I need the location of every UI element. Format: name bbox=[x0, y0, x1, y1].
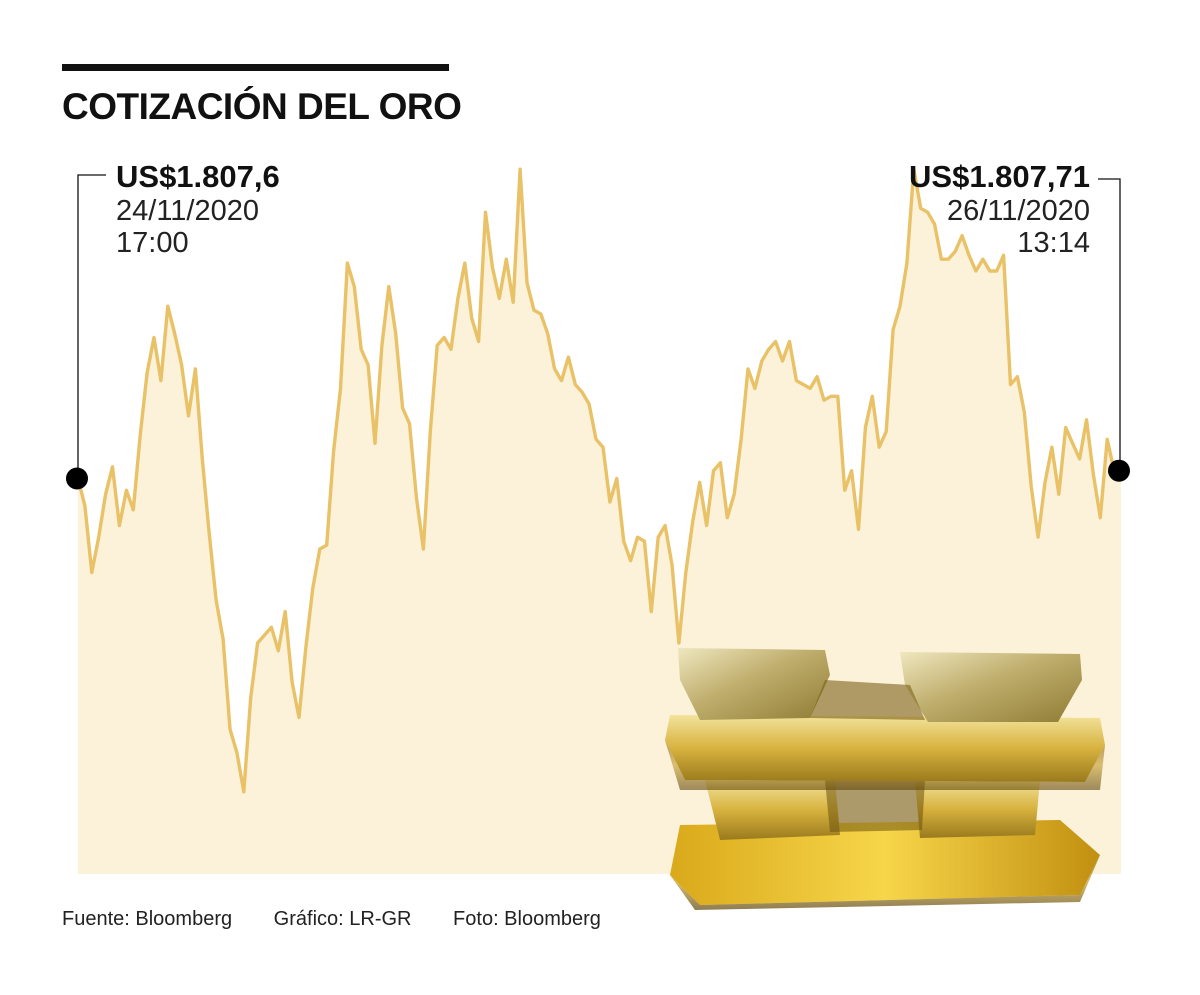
end-price: US$1.807,71 bbox=[909, 159, 1090, 194]
start-price: US$1.807,6 bbox=[116, 159, 280, 194]
start-date: 24/11/2020 bbox=[116, 194, 259, 227]
end-date: 26/11/2020 bbox=[947, 194, 1090, 227]
footer-credits: Fuente: Bloomberg Gráfico: LR-GR Foto: B… bbox=[62, 908, 637, 931]
end-annotation: US$1.807,71 26/11/2020 13:14 bbox=[909, 159, 1090, 260]
end-leader-line bbox=[1098, 178, 1121, 471]
start-leader-line bbox=[77, 174, 106, 479]
start-annotation: US$1.807,6 24/11/2020 17:00 bbox=[116, 159, 280, 260]
end-marker bbox=[1108, 459, 1130, 482]
photo-credit: Foto: Bloomberg bbox=[453, 908, 601, 930]
price-line bbox=[76, 167, 1121, 794]
end-time: 13:14 bbox=[1017, 227, 1090, 260]
graphic-credit: Gráfico: LR-GR bbox=[273, 908, 412, 930]
chart-title: COTIZACIÓN DEL ORO bbox=[62, 86, 462, 127]
source-credit: Fuente: Bloomberg bbox=[62, 908, 233, 930]
gold-bars-photo bbox=[665, 648, 1105, 910]
title-rule bbox=[62, 64, 449, 71]
start-marker bbox=[66, 467, 88, 490]
start-time: 17:00 bbox=[116, 227, 189, 260]
